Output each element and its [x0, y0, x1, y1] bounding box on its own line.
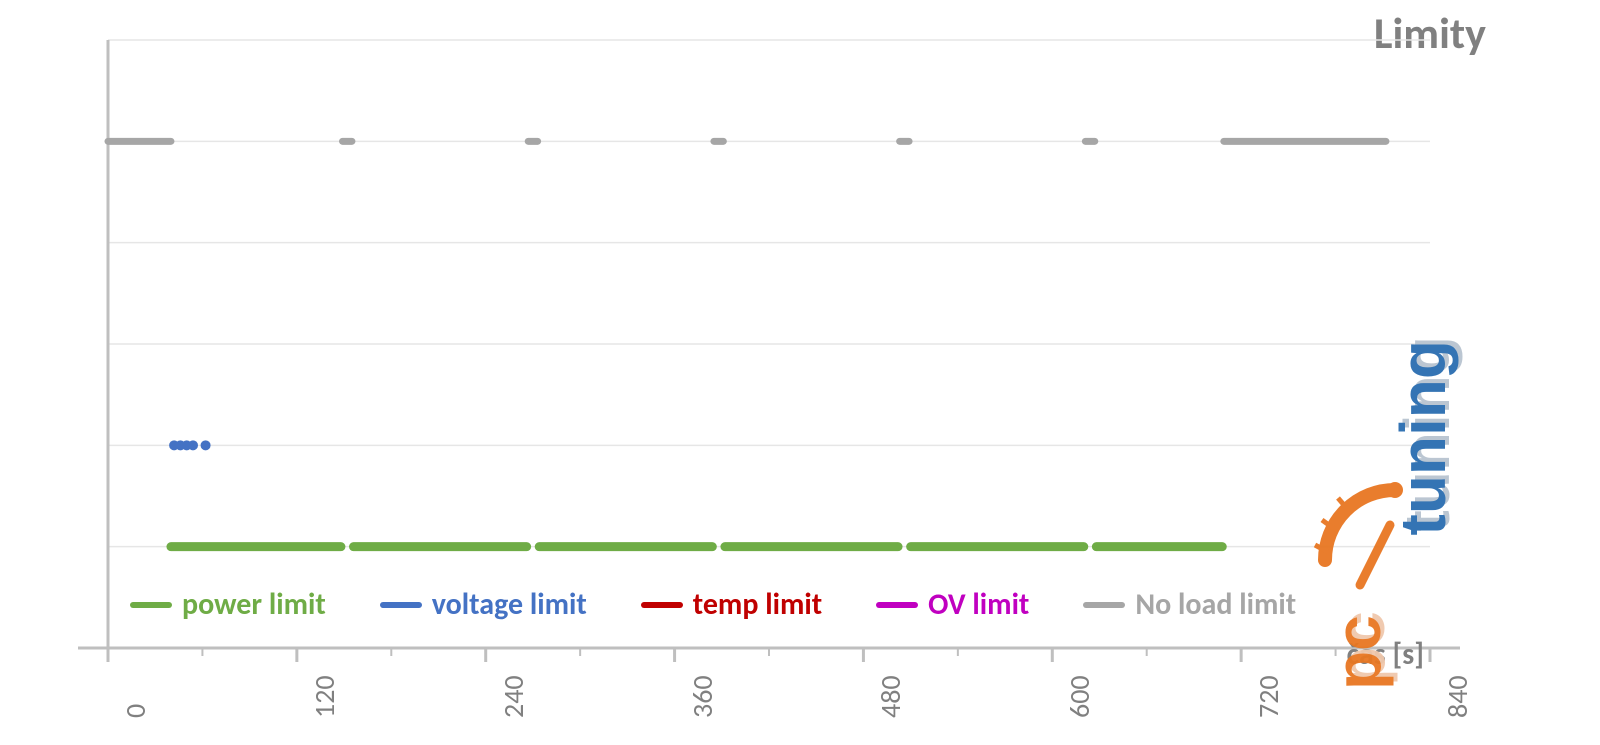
x-tick-label: 600	[1062, 675, 1097, 718]
legend-swatch	[380, 602, 422, 608]
legend-swatch	[1083, 602, 1125, 608]
legend-swatch	[876, 602, 918, 608]
x-tick-label: 0	[118, 704, 153, 718]
legend-swatch	[641, 602, 683, 608]
x-tick-label: 480	[873, 675, 908, 718]
x-tick-label: 120	[307, 675, 342, 718]
x-tick-label: 240	[496, 675, 531, 718]
chart-legend: power limit voltage limit temp limit OV lim…	[130, 586, 1296, 623]
legend-item-voltage: voltage limit	[380, 586, 587, 623]
series-voltage-point	[201, 440, 211, 450]
legend-label: voltage limit	[432, 586, 587, 623]
x-tick-label: 360	[685, 675, 720, 718]
legend-item-power: power limit	[130, 586, 326, 623]
watermark-pc-text: pc	[1322, 615, 1394, 690]
legend-label: temp limit	[693, 586, 822, 623]
legend-label: OV limit	[928, 586, 1029, 623]
series-voltage-point	[188, 440, 198, 450]
watermark-logo: tuning tuning pc pc	[1240, 330, 1500, 705]
legend-item-temp: temp limit	[641, 586, 822, 623]
legend-item-ov: OV limit	[876, 586, 1029, 623]
legend-swatch	[130, 602, 172, 608]
legend-label: power limit	[182, 586, 326, 623]
watermark-tuning-text: tuning	[1387, 340, 1459, 535]
